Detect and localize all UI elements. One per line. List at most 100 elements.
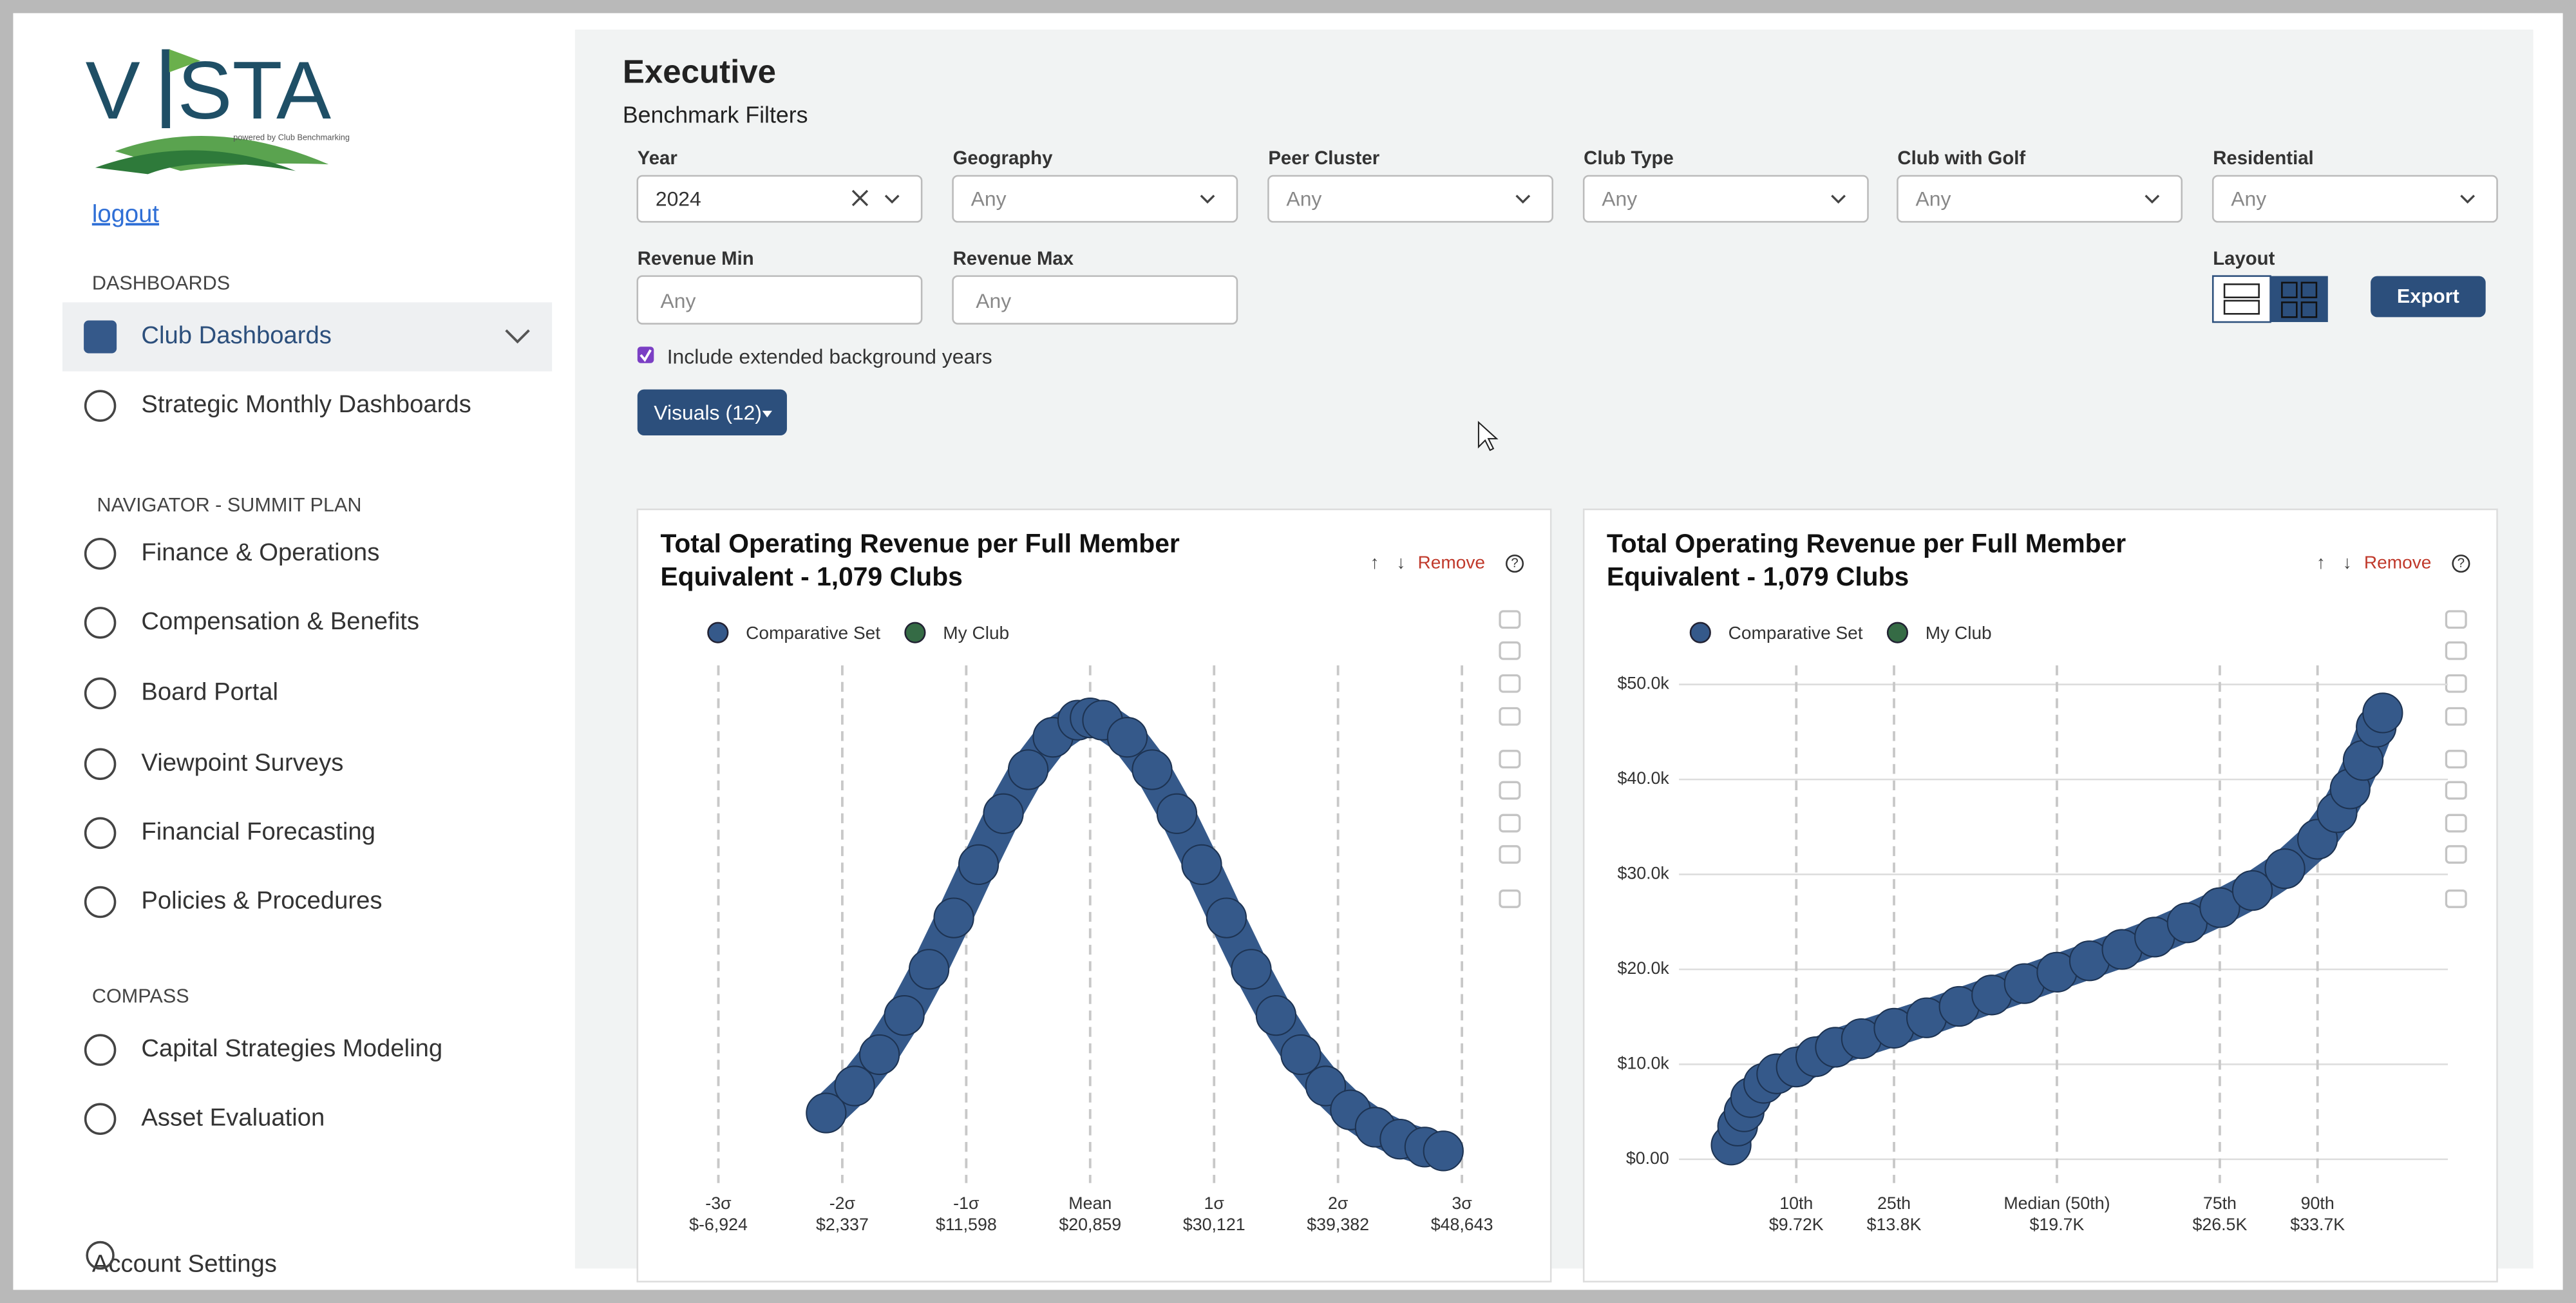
chart-control[interactable]: ↑: [1370, 552, 1379, 572]
cursor: [1477, 421, 1499, 452]
visuals-button[interactable]: [637, 389, 787, 436]
modebar-button[interactable]: [2445, 707, 2467, 726]
y-tick-label: $0.00: [1626, 1148, 1669, 1168]
point: [1156, 793, 1198, 834]
select[interactable]: [636, 175, 923, 223]
chevron: [2145, 195, 2160, 204]
nav-item[interactable]: Finance & Operations: [141, 538, 379, 566]
icon: [84, 390, 117, 422]
select-value: 2024: [656, 187, 701, 211]
layout-icon: [2300, 301, 2318, 318]
modebar-button[interactable]: [2445, 781, 2467, 800]
icon: [84, 537, 117, 570]
logo-tagline: powered by Club Benchmarking: [233, 133, 350, 142]
x-tick-label: $11,598: [936, 1215, 997, 1234]
select[interactable]: [2211, 175, 2498, 223]
chart-control[interactable]: ↑: [2316, 552, 2325, 572]
nav-item[interactable]: Financial Forecasting: [141, 817, 375, 845]
chevron[interactable]: [505, 329, 530, 344]
x-tick-label: -2σ: [829, 1194, 856, 1213]
check: [639, 349, 652, 363]
modebar-button[interactable]: [1499, 845, 1521, 864]
remove-button[interactable]: Remove: [2364, 552, 2431, 572]
modebar-button[interactable]: [1499, 707, 1521, 726]
page-title: Executive: [623, 53, 776, 90]
input-label: Revenue Min: [638, 248, 754, 269]
chart-control[interactable]: ↓: [2343, 552, 2352, 572]
logout-link[interactable]: logout: [92, 200, 160, 227]
nav-heading: NAVIGATOR - SUMMIT PLAN: [97, 494, 362, 516]
modebar-button[interactable]: [2445, 889, 2467, 908]
x-tick-label: -3σ: [705, 1194, 732, 1213]
modebar-button[interactable]: [2445, 750, 2467, 769]
modebar-button[interactable]: [1499, 674, 1521, 693]
modebar-button[interactable]: [1499, 641, 1521, 660]
x-tick-label: $13.8K: [1867, 1215, 1922, 1234]
select-value: Any: [1286, 187, 1321, 211]
x-tick-label: $19.7K: [2030, 1215, 2085, 1234]
point: [1255, 994, 1297, 1036]
text-input[interactable]: [636, 275, 923, 325]
legend-label: Comparative Set: [1728, 623, 1863, 643]
select[interactable]: [1582, 175, 1869, 223]
layout-icon: [2300, 281, 2318, 299]
text-input[interactable]: [952, 275, 1238, 325]
legend-label: My Club: [943, 623, 1009, 643]
x-tick-label: $9.72K: [1769, 1215, 1824, 1234]
point: [2362, 692, 2403, 734]
point: [1231, 949, 1272, 990]
modebar-button[interactable]: [1499, 889, 1521, 908]
caret: [762, 410, 772, 417]
modebar-button[interactable]: [2445, 641, 2467, 660]
chart-control[interactable]: ?: [1511, 556, 1518, 570]
point: [2264, 848, 2306, 889]
point: [1305, 1065, 1347, 1107]
layout-grid[interactable]: [2270, 276, 2328, 323]
point: [884, 994, 925, 1036]
section-title: Benchmark Filters: [623, 102, 808, 128]
remove-button[interactable]: Remove: [1418, 552, 1485, 572]
nav-item[interactable]: Board Portal: [141, 678, 278, 706]
nav-item[interactable]: Policies & Procedures: [141, 887, 382, 915]
modebar-button[interactable]: [1499, 610, 1521, 629]
nav-item[interactable]: Account Settings: [92, 1250, 277, 1277]
chart-control[interactable]: ↓: [1396, 552, 1405, 572]
point: [858, 1034, 900, 1076]
modebar-button[interactable]: [2445, 674, 2467, 693]
point: [958, 844, 999, 886]
nav-item[interactable]: Viewpoint Surveys: [141, 748, 343, 776]
clear-icon[interactable]: [851, 189, 869, 207]
modebar-button[interactable]: [1499, 750, 1521, 769]
filter-label: Geography: [953, 147, 1054, 169]
point: [1106, 717, 1148, 758]
chevron: [2460, 195, 2476, 204]
chart-control[interactable]: ?: [2458, 556, 2465, 570]
icon: [84, 677, 117, 710]
nav-item[interactable]: Capital Strategies Modeling: [141, 1034, 442, 1062]
modebar-button[interactable]: [1499, 781, 1521, 800]
nav-item[interactable]: Club Dashboards: [141, 321, 332, 349]
point: [1280, 1034, 1321, 1076]
modebar-button[interactable]: [2445, 845, 2467, 864]
legend-marker: [1689, 622, 1711, 643]
point: [834, 1065, 875, 1107]
select[interactable]: [952, 175, 1238, 223]
modebar-button[interactable]: [2445, 610, 2467, 629]
x-tick-label: $20,859: [1059, 1215, 1121, 1234]
layout-single[interactable]: [2211, 275, 2271, 323]
x-tick-label: 3σ: [1452, 1194, 1472, 1213]
logo-swoosh: [95, 150, 296, 175]
modebar-button[interactable]: [1499, 813, 1521, 833]
select[interactable]: [1897, 175, 2183, 223]
export-button[interactable]: [2371, 276, 2486, 318]
point: [1206, 897, 1247, 938]
point: [1132, 749, 1173, 790]
nav-item[interactable]: Strategic Monthly Dashboards: [141, 390, 471, 418]
select[interactable]: [1267, 175, 1553, 223]
nav-item[interactable]: Compensation & Benefits: [141, 607, 419, 635]
nav-item[interactable]: Asset Evaluation: [141, 1103, 325, 1131]
modebar-button[interactable]: [2445, 813, 2467, 833]
x-tick-label: Median (50th): [2003, 1194, 2110, 1213]
input-placeholder: Any: [661, 289, 696, 312]
